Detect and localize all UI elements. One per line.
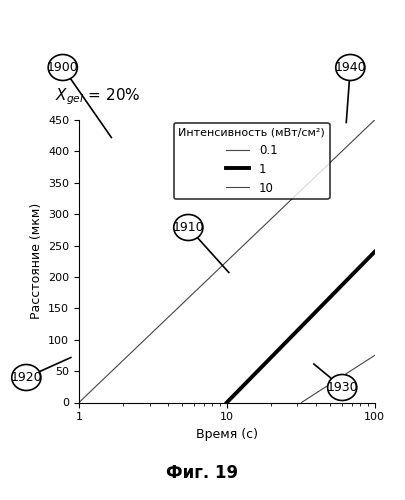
Y-axis label: Расстояние (мкм): Расстояние (мкм)	[30, 203, 43, 320]
X-axis label: Время (с): Время (с)	[196, 428, 258, 441]
Text: 1910: 1910	[173, 221, 204, 234]
Text: 1930: 1930	[326, 381, 358, 394]
Legend: 0.1, 1, 10: 0.1, 1, 10	[174, 123, 330, 199]
Text: $X_{gel}$ = 20%: $X_{gel}$ = 20%	[55, 86, 141, 106]
Text: 1900: 1900	[47, 61, 79, 74]
Text: 1940: 1940	[335, 61, 366, 74]
Text: Фиг. 19: Фиг. 19	[166, 464, 239, 481]
Text: 1920: 1920	[11, 371, 42, 384]
